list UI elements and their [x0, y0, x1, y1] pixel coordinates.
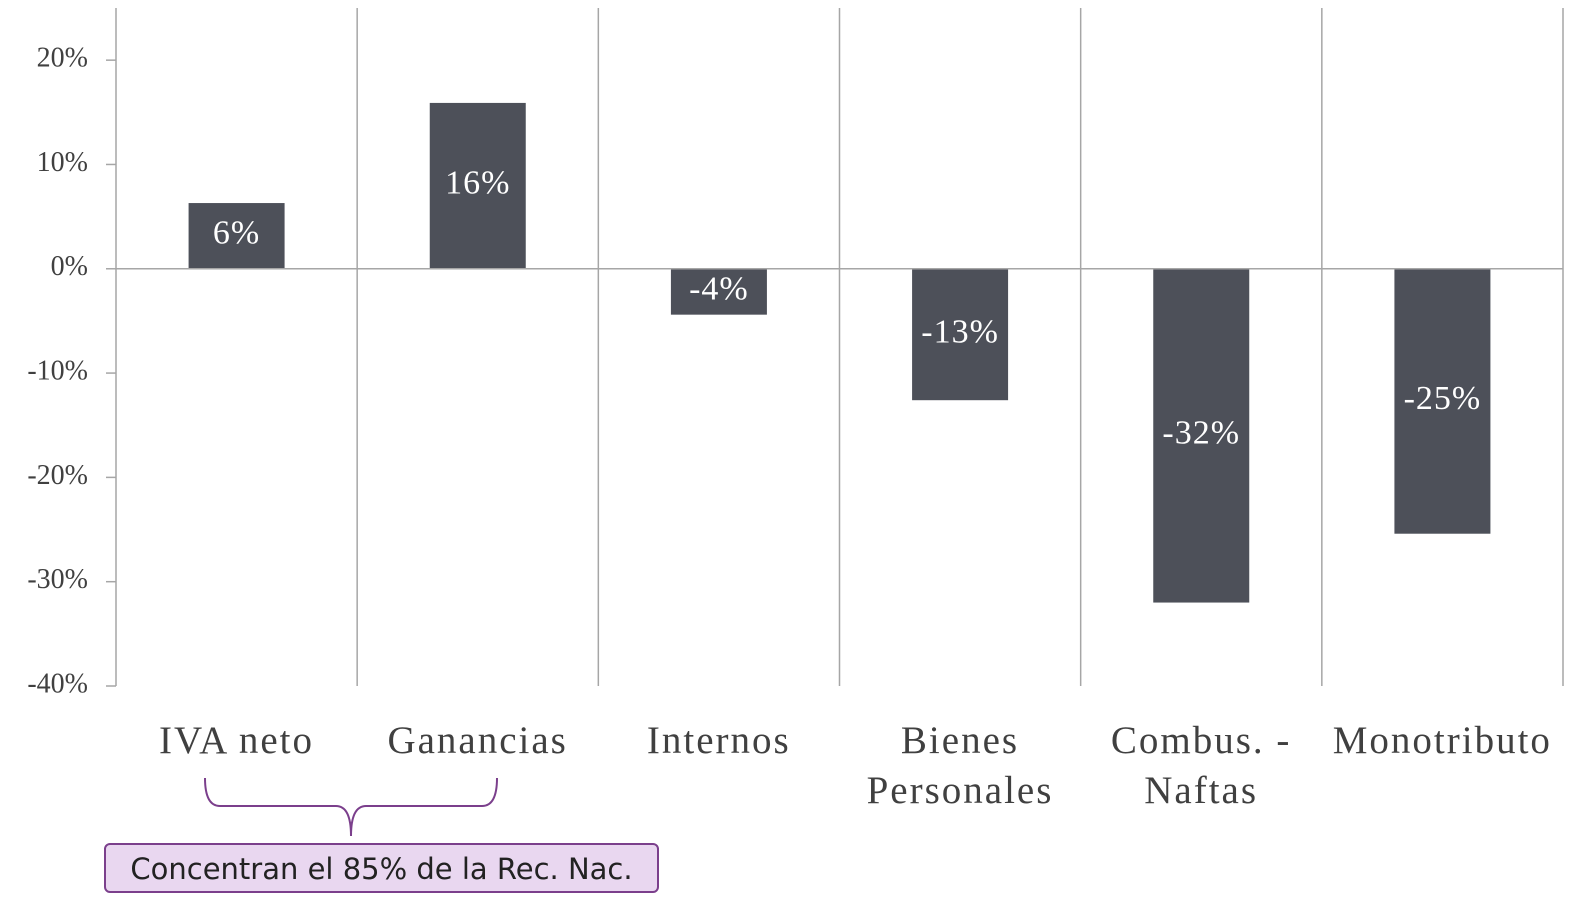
y-tick-label: -20% — [27, 460, 88, 491]
annotation: Concentran el 85% de la Rec. Nac. — [104, 843, 659, 893]
brace — [204, 777, 498, 837]
bar — [1153, 268, 1250, 603]
bar — [670, 268, 767, 315]
y-tick-label: -10% — [27, 355, 88, 386]
value-label: 16% — [445, 165, 510, 202]
y-tick-label: 10% — [37, 147, 88, 178]
x-tick-label: Bienes Personales — [866, 719, 1054, 812]
x-tick-label: Monotributo — [1332, 719, 1552, 762]
bar — [188, 203, 285, 269]
bar — [429, 102, 526, 269]
value-label: 6% — [213, 215, 260, 252]
x-tick-label: IVA neto — [158, 719, 315, 762]
value-label: -32% — [1162, 414, 1240, 451]
y-tick-label: 20% — [37, 43, 88, 74]
y-tick-label: -30% — [27, 564, 88, 595]
value-label: -13% — [921, 313, 999, 350]
y-tick-label: 0% — [51, 251, 88, 282]
bar — [912, 268, 1009, 401]
value-label: -25% — [1404, 380, 1482, 417]
value-label: -4% — [689, 271, 749, 308]
x-tick-label: Combus. - Naftas — [1110, 719, 1292, 812]
x-tick-label: Ganancias — [387, 719, 568, 762]
bar — [1394, 268, 1491, 534]
x-tick-label: Internos — [646, 719, 791, 762]
y-tick-label: -40% — [27, 668, 88, 699]
